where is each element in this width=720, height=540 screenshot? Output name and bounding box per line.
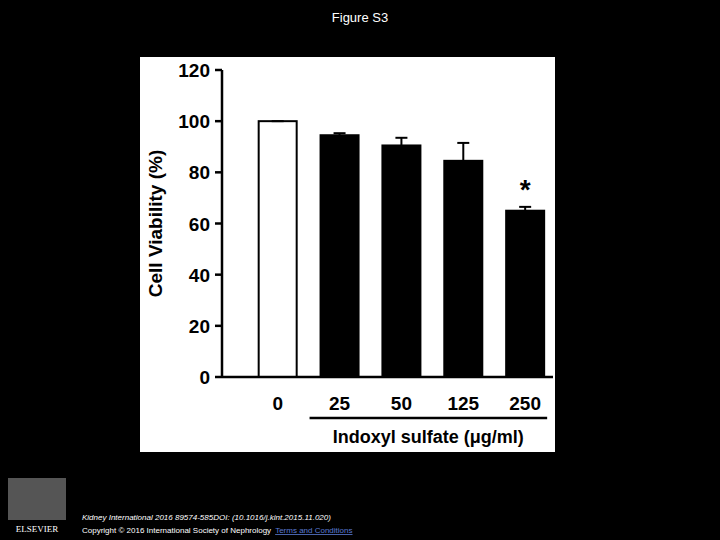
y-tick xyxy=(215,273,222,276)
y-tick-label: 60 xyxy=(189,214,210,235)
error-cap xyxy=(334,132,346,134)
y-tick xyxy=(215,171,222,174)
error-cap xyxy=(457,142,469,144)
y-tick-label: 80 xyxy=(189,162,210,183)
terms-link[interactable]: Terms and Conditions xyxy=(275,526,352,535)
bar xyxy=(382,145,420,377)
chart-panel xyxy=(140,57,555,452)
y-tick-label: 120 xyxy=(178,60,210,81)
error-cap xyxy=(519,206,531,208)
bar xyxy=(321,135,359,377)
citation: Kidney International 2016 89574-585DOI: … xyxy=(82,513,331,522)
x-tick-label: 125 xyxy=(447,393,479,414)
error-stem xyxy=(462,143,464,161)
error-bar xyxy=(272,121,284,122)
y-tick xyxy=(215,222,222,225)
background xyxy=(0,0,720,540)
y-tick xyxy=(215,325,222,328)
title: Figure S3 xyxy=(332,10,388,25)
y-tick-label: 100 xyxy=(178,111,210,132)
bar xyxy=(506,211,544,377)
bar xyxy=(444,161,482,377)
y-tick xyxy=(215,120,222,123)
y-tick-label: 0 xyxy=(199,367,210,388)
bars xyxy=(259,121,544,377)
error-cap xyxy=(272,120,284,122)
error-bar xyxy=(519,207,531,211)
x-axis-label: Indoxyl sulfate (μg/ml) xyxy=(333,427,524,447)
logo-mark xyxy=(8,478,66,520)
x-tick-label: 50 xyxy=(391,393,412,414)
x-tick-label: 0 xyxy=(272,393,283,414)
x-axis xyxy=(222,376,553,379)
error-bar xyxy=(395,138,407,146)
group-bracket xyxy=(310,417,548,420)
y-tick-label: 40 xyxy=(189,265,210,286)
y-tick-label: 20 xyxy=(189,316,210,337)
copyright: Copyright © 2016 International Society o… xyxy=(82,526,271,535)
annotation: * xyxy=(520,174,531,205)
error-stem xyxy=(400,138,402,146)
x-tick-label: 250 xyxy=(509,393,541,414)
y-tick xyxy=(215,69,222,72)
error-cap xyxy=(395,137,407,139)
y-axis-label: Cell Viability (%) xyxy=(145,150,166,297)
error-bar xyxy=(457,143,469,161)
x-tick-label: 25 xyxy=(329,393,351,414)
logo-text: ELSEVIER xyxy=(16,524,59,534)
y-tick xyxy=(215,376,222,379)
error-bar xyxy=(334,133,346,135)
bar xyxy=(259,121,297,377)
